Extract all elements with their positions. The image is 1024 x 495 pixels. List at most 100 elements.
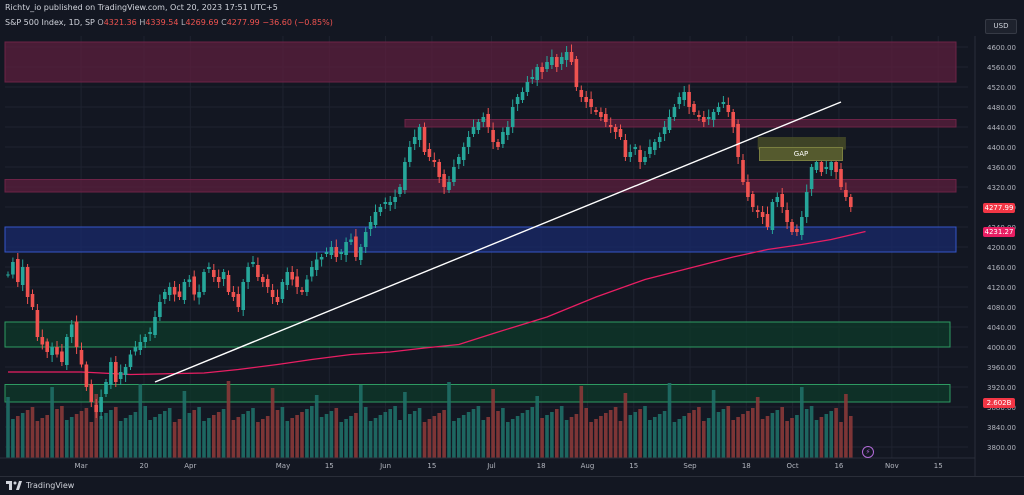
volume-bar xyxy=(741,414,745,458)
footer-bar: TradingView xyxy=(0,476,1024,495)
candle-body xyxy=(672,107,677,117)
volume-bar xyxy=(398,420,402,458)
candle-body xyxy=(809,167,814,189)
volume-bar xyxy=(481,420,486,458)
volume-bar xyxy=(471,409,476,458)
volume-bar xyxy=(138,384,143,458)
candle-body xyxy=(555,57,559,67)
volume-bar xyxy=(559,406,564,458)
volume-bar xyxy=(760,419,765,458)
volume-bar xyxy=(383,412,388,458)
volume-bar xyxy=(628,415,633,458)
volume-bar xyxy=(711,390,716,458)
candle-body xyxy=(305,279,309,292)
volume-bar xyxy=(324,414,329,458)
candle-body xyxy=(383,202,388,204)
volume-bar xyxy=(187,413,192,458)
support-zone xyxy=(4,384,951,403)
time-tick-label: 16 xyxy=(834,462,843,470)
volume-bar xyxy=(118,421,123,458)
tradingview-logo-icon[interactable] xyxy=(6,481,22,491)
gap-label[interactable]: GAP xyxy=(759,147,843,161)
candle-body xyxy=(755,210,760,212)
volume-bar xyxy=(265,416,270,458)
volume-bar xyxy=(388,409,392,458)
volume-bar xyxy=(20,413,25,458)
candle-body xyxy=(711,112,716,120)
volume-bar xyxy=(334,408,339,458)
candle-body xyxy=(226,275,231,292)
volume-bar xyxy=(687,413,691,458)
volume-badge: 2.602B xyxy=(983,398,1015,408)
candle-body xyxy=(94,405,98,412)
price-tick-label: 3880.00 xyxy=(987,404,1016,412)
candle-body xyxy=(158,302,162,317)
candle-body xyxy=(314,259,319,270)
candle-body xyxy=(163,292,167,299)
volume-bar xyxy=(378,415,383,458)
volume-bar xyxy=(123,418,128,458)
candle-body xyxy=(89,384,94,402)
symbol-name[interactable]: S&P 500 Index, 1D, SP xyxy=(5,18,95,27)
volume-bar xyxy=(770,413,775,458)
volume-bar xyxy=(236,417,241,458)
price-tick-label: 4040.00 xyxy=(987,324,1016,332)
candle-body xyxy=(427,149,432,157)
candle-body xyxy=(270,290,275,297)
volume-bar xyxy=(457,418,461,458)
volume-bar xyxy=(638,409,642,458)
candle-body xyxy=(785,210,789,222)
resistance-zone xyxy=(404,119,957,128)
candle-body xyxy=(628,152,633,157)
volume-bar xyxy=(731,420,735,458)
candle-body xyxy=(74,321,79,347)
candle-body xyxy=(633,147,637,149)
candle-body xyxy=(84,364,89,387)
volume-bar xyxy=(814,420,819,458)
gap-box xyxy=(757,137,846,150)
currency-button[interactable]: USD xyxy=(985,19,1017,34)
volume-bar xyxy=(50,387,54,458)
candle-body xyxy=(109,362,113,385)
volume-bar xyxy=(643,406,647,458)
volume-bar xyxy=(520,413,525,458)
volume-bar xyxy=(45,415,49,458)
volume-bar xyxy=(780,407,784,458)
volume-bar xyxy=(795,415,799,458)
candle-body xyxy=(530,77,535,79)
volume-bar xyxy=(192,410,196,458)
high-label: H xyxy=(139,18,146,27)
volume-bar xyxy=(261,419,265,458)
candle-body xyxy=(114,362,118,382)
candle-body xyxy=(584,97,588,102)
volume-bar xyxy=(94,394,98,458)
candle-body xyxy=(231,292,236,297)
candle-body xyxy=(35,310,40,337)
volume-bar xyxy=(653,417,657,458)
volume-bar xyxy=(25,410,30,458)
candle-body xyxy=(574,59,579,87)
volume-bar xyxy=(824,414,829,458)
volume-bar xyxy=(569,417,574,458)
candle-body xyxy=(310,267,314,277)
volume-bar xyxy=(133,412,138,458)
volume-bar xyxy=(109,410,113,458)
price-tick-label: 4360.00 xyxy=(987,164,1016,172)
volume-bar xyxy=(373,418,378,458)
high-value: 4339.54 xyxy=(145,18,179,27)
lightning-bolt-icon[interactable]: ⚡ xyxy=(862,446,874,458)
candle-body xyxy=(662,127,667,134)
candle-body xyxy=(344,242,348,255)
candle-body xyxy=(657,137,662,142)
candle-body xyxy=(128,354,133,367)
volume-bar xyxy=(89,422,94,458)
volume-bar xyxy=(452,421,456,458)
candle-body xyxy=(285,272,290,285)
candle-body xyxy=(167,287,172,295)
candle-body xyxy=(638,150,642,162)
candle-body xyxy=(442,174,446,187)
volume-bar xyxy=(422,422,427,458)
time-tick-label: 20 xyxy=(140,462,149,470)
candle-body xyxy=(471,127,476,134)
